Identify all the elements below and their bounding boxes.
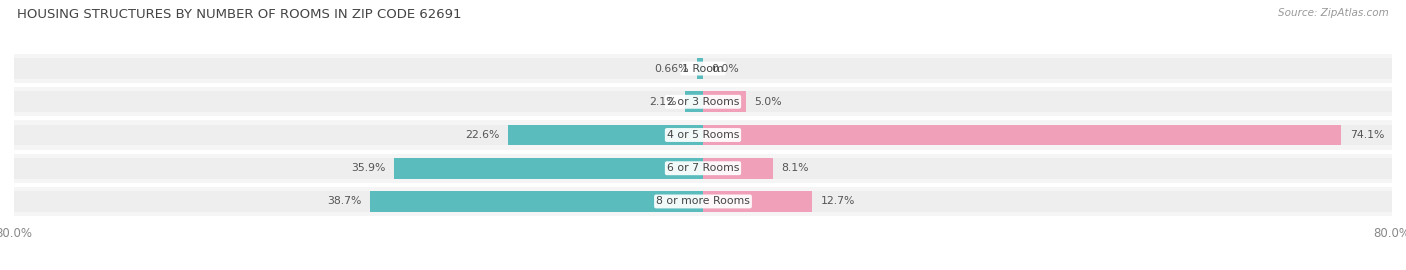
Bar — [685, 92, 703, 112]
Text: HOUSING STRUCTURES BY NUMBER OF ROOMS IN ZIP CODE 62691: HOUSING STRUCTURES BY NUMBER OF ROOMS IN… — [17, 8, 461, 21]
Text: 74.1%: 74.1% — [1350, 130, 1384, 140]
Text: 0.66%: 0.66% — [654, 63, 689, 73]
Text: 38.7%: 38.7% — [326, 197, 361, 207]
Text: 5.0%: 5.0% — [755, 97, 782, 107]
Bar — [703, 158, 773, 178]
Text: 2 or 3 Rooms: 2 or 3 Rooms — [666, 97, 740, 107]
Bar — [14, 154, 1392, 183]
Text: 0.0%: 0.0% — [711, 63, 740, 73]
Bar — [509, 125, 703, 145]
Bar — [14, 58, 1392, 79]
Text: 2.1%: 2.1% — [648, 97, 676, 107]
Text: 22.6%: 22.6% — [465, 130, 499, 140]
Bar — [14, 125, 1392, 145]
Text: 6 or 7 Rooms: 6 or 7 Rooms — [666, 163, 740, 173]
Text: 35.9%: 35.9% — [352, 163, 385, 173]
Bar — [14, 54, 1392, 83]
Bar — [14, 191, 1392, 212]
Text: 4 or 5 Rooms: 4 or 5 Rooms — [666, 130, 740, 140]
Bar — [703, 191, 813, 212]
Bar — [703, 92, 747, 112]
Text: 12.7%: 12.7% — [821, 197, 855, 207]
Bar — [703, 125, 1341, 145]
Bar — [370, 191, 703, 212]
Text: 1 Room: 1 Room — [682, 63, 724, 73]
Text: 8.1%: 8.1% — [782, 163, 808, 173]
Bar — [394, 158, 703, 178]
Bar — [14, 187, 1392, 216]
Bar — [14, 158, 1392, 178]
Text: Source: ZipAtlas.com: Source: ZipAtlas.com — [1278, 8, 1389, 18]
Bar — [14, 120, 1392, 150]
Bar — [14, 92, 1392, 112]
Bar — [14, 87, 1392, 116]
Text: 8 or more Rooms: 8 or more Rooms — [657, 197, 749, 207]
Bar — [697, 58, 703, 79]
